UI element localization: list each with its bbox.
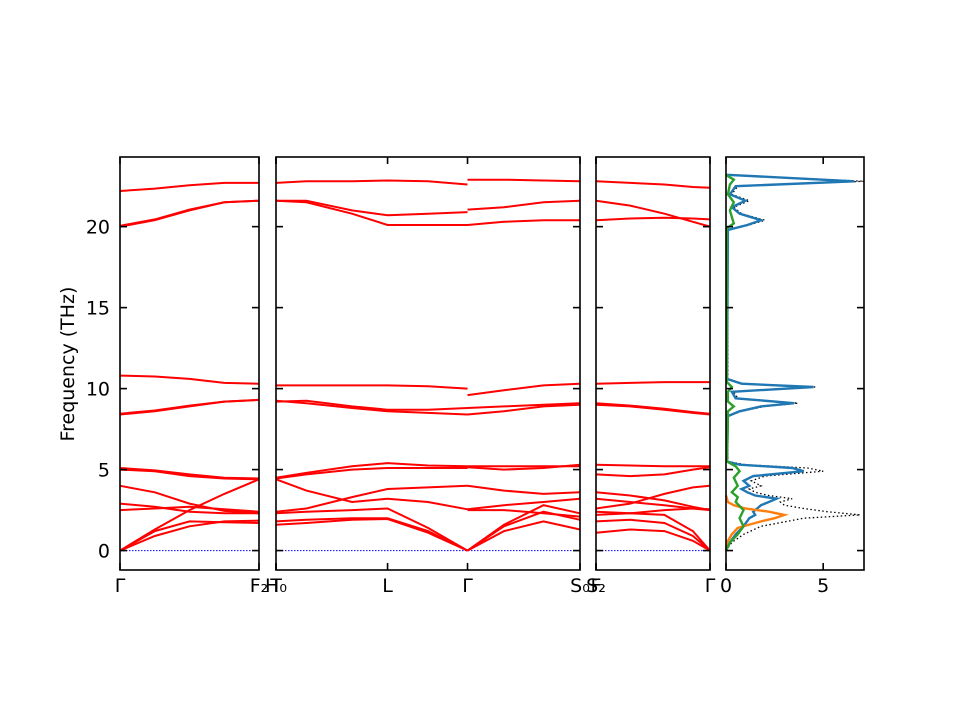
x-tick-label: F — [591, 575, 602, 597]
band-line — [276, 384, 468, 390]
band-line — [119, 199, 260, 227]
band-line — [595, 512, 711, 552]
band-line — [275, 507, 468, 552]
dos-curve — [724, 173, 745, 552]
band-line — [595, 528, 711, 552]
y-tick-label: 20 — [86, 217, 110, 239]
band-line — [595, 216, 711, 222]
band-line — [467, 402, 581, 409]
panel-3: S₂F Γ — [586, 156, 716, 597]
band-line — [595, 180, 711, 189]
band-line — [595, 497, 711, 512]
band-line — [466, 504, 581, 552]
band-line — [119, 374, 260, 385]
y-tick-label: 15 — [86, 298, 110, 320]
dos-curve — [724, 173, 855, 552]
band-line — [275, 467, 468, 480]
panel-2: TH₀ L Γ S₀ — [265, 156, 590, 597]
band-line — [467, 520, 581, 552]
band-line — [467, 484, 581, 495]
band-line — [467, 403, 581, 416]
band-line — [275, 517, 468, 552]
band-line — [595, 518, 711, 552]
x-tick-label: L — [382, 575, 393, 597]
panel-frame — [275, 156, 581, 571]
band-line — [276, 199, 468, 217]
band-line — [275, 199, 468, 226]
band-line — [119, 505, 260, 513]
band-line — [595, 484, 711, 510]
panel-frame — [725, 156, 865, 571]
band-line — [275, 399, 468, 411]
x-tick-label: Γ — [462, 575, 473, 597]
band-line — [595, 199, 711, 228]
band-line — [119, 484, 260, 515]
x-tick-label: H₀ — [265, 575, 287, 597]
band-line — [467, 178, 581, 183]
y-tick-label: 0 — [98, 541, 110, 563]
band-line — [119, 502, 259, 515]
band-line — [595, 491, 711, 512]
panel-1: Γ F₂ 0 5 10 15 20 — [86, 156, 269, 597]
band-line — [275, 484, 468, 513]
x-tick-label: 5 — [817, 575, 829, 597]
y-axis-label: Frequency (THz) — [57, 287, 79, 442]
band-line — [595, 381, 710, 385]
band-line — [119, 181, 259, 192]
x-tick-label: F₂ — [250, 575, 269, 597]
band-line — [466, 510, 581, 552]
x-tick-label: S₀ — [570, 575, 590, 597]
band-line — [119, 467, 260, 480]
band-line — [467, 497, 581, 511]
band-line — [119, 398, 260, 415]
y-tick-label: 5 — [98, 460, 110, 482]
band-line — [275, 399, 468, 416]
panel-frame — [119, 156, 260, 571]
x-tick-label: S₂ — [586, 575, 606, 597]
dos-curve — [724, 495, 789, 551]
band-line — [275, 462, 468, 479]
x-tick-label: Γ — [115, 575, 126, 597]
band-line — [275, 179, 468, 186]
x-tick-label: T — [269, 575, 282, 597]
band-line — [467, 199, 581, 211]
band-line — [467, 509, 581, 518]
panel-frame — [595, 156, 711, 571]
band-line — [595, 466, 711, 478]
band-line — [119, 519, 260, 552]
band-line — [467, 219, 580, 226]
band-line — [275, 478, 468, 511]
dos-curve — [725, 174, 865, 551]
band-line — [595, 402, 711, 415]
band-line — [467, 382, 581, 397]
band-line — [119, 478, 260, 552]
band-line — [595, 463, 710, 468]
x-tick-label: Γ — [705, 575, 716, 597]
x-tick-label: 0 — [720, 575, 732, 597]
band-line — [275, 517, 468, 552]
y-tick-label: 10 — [86, 379, 110, 401]
